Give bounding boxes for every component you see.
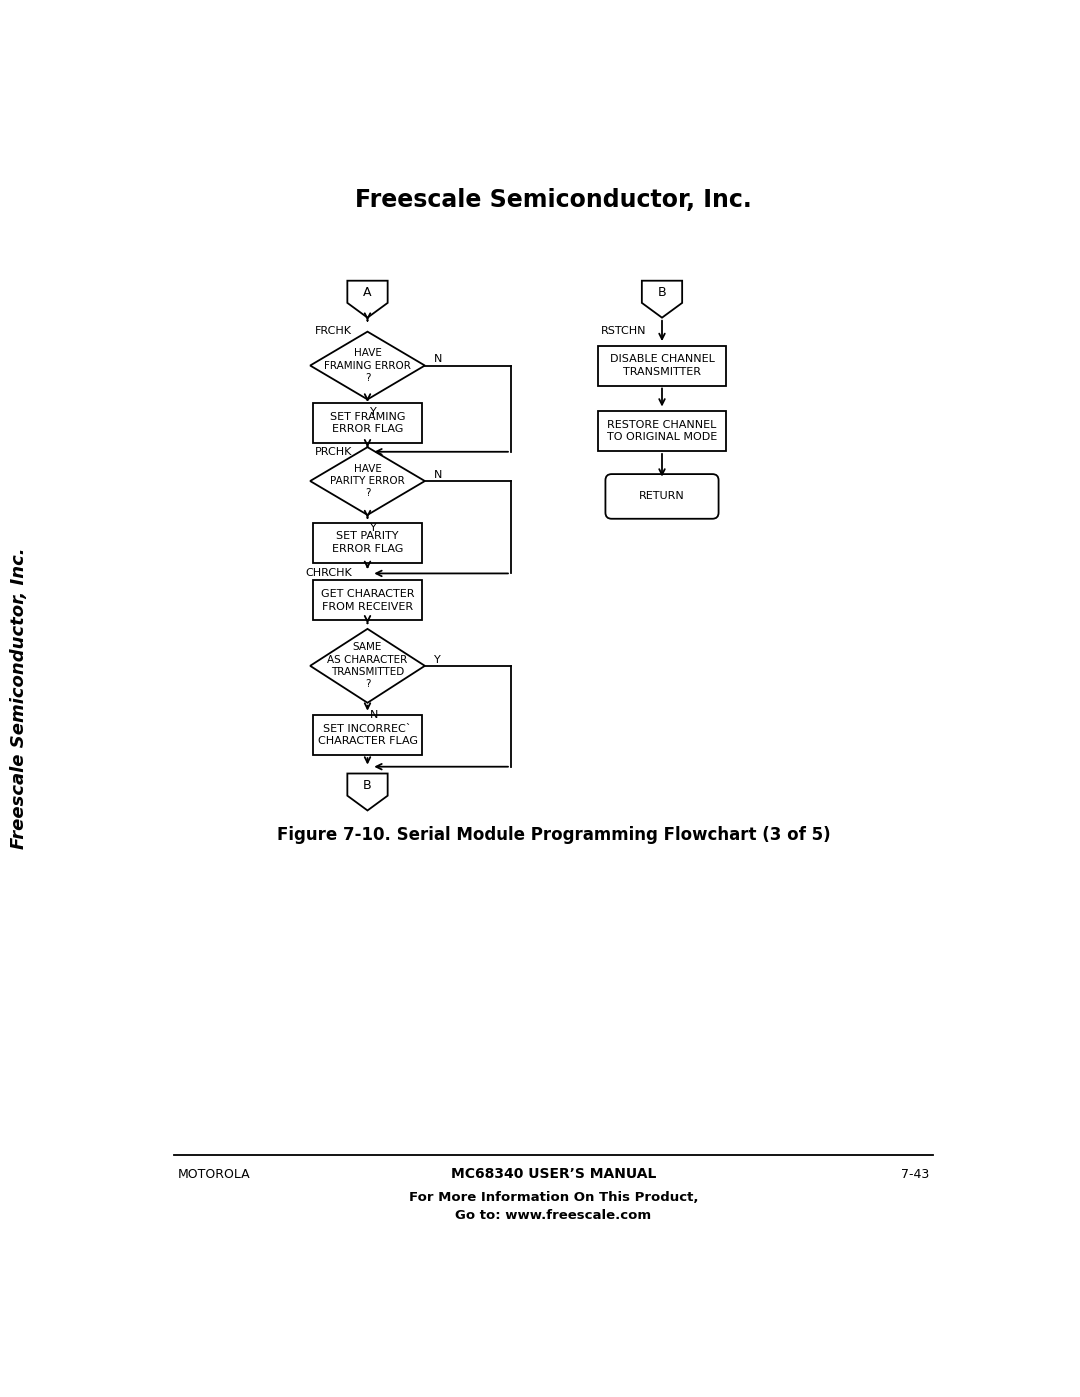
Text: DISABLE CHANNEL
TRANSMITTER: DISABLE CHANNEL TRANSMITTER bbox=[609, 355, 715, 377]
Text: N: N bbox=[434, 355, 443, 365]
Text: For More Information On This Product,
Go to: www.freescale.com: For More Information On This Product, Go… bbox=[408, 1190, 699, 1222]
Text: Freescale Semiconductor, Inc.: Freescale Semiconductor, Inc. bbox=[355, 189, 752, 212]
Text: Y: Y bbox=[370, 522, 377, 532]
Text: B: B bbox=[658, 286, 666, 299]
Bar bbox=[313, 522, 422, 563]
Text: FRCHK: FRCHK bbox=[315, 326, 352, 335]
Text: N: N bbox=[434, 469, 443, 481]
Text: RSTCHN: RSTCHN bbox=[600, 326, 647, 335]
Bar bbox=[598, 345, 726, 386]
Text: GET CHARACTER
FROM RECEIVER: GET CHARACTER FROM RECEIVER bbox=[321, 590, 415, 612]
Text: RETURN: RETURN bbox=[639, 492, 685, 502]
Text: Freescale Semiconductor, Inc.: Freescale Semiconductor, Inc. bbox=[11, 548, 28, 849]
Text: Figure 7-10. Serial Module Programming Flowchart (3 of 5): Figure 7-10. Serial Module Programming F… bbox=[276, 826, 831, 844]
Bar bbox=[313, 580, 422, 620]
Text: PRCHK: PRCHK bbox=[314, 447, 352, 457]
Bar bbox=[313, 715, 422, 756]
Text: B: B bbox=[363, 780, 372, 792]
Text: MOTOROLA: MOTOROLA bbox=[177, 1168, 251, 1180]
Text: SET INCORREC`
CHARACTER FLAG: SET INCORREC` CHARACTER FLAG bbox=[318, 724, 418, 746]
Bar bbox=[313, 404, 422, 443]
Text: MC68340 USER’S MANUAL: MC68340 USER’S MANUAL bbox=[450, 1166, 657, 1180]
Text: N: N bbox=[369, 711, 378, 721]
Text: Y: Y bbox=[370, 407, 377, 418]
Text: SET PARITY
ERROR FLAG: SET PARITY ERROR FLAG bbox=[332, 531, 403, 553]
Bar bbox=[598, 411, 726, 451]
Text: SAME
AS CHARACTER
TRANSMITTED
?: SAME AS CHARACTER TRANSMITTED ? bbox=[327, 643, 407, 690]
Text: A: A bbox=[363, 286, 372, 299]
Text: SET FRAMING
ERROR FLAG: SET FRAMING ERROR FLAG bbox=[329, 412, 405, 434]
Text: HAVE
FRAMING ERROR
?: HAVE FRAMING ERROR ? bbox=[324, 348, 410, 383]
Text: RESTORE CHANNEL
TO ORIGINAL MODE: RESTORE CHANNEL TO ORIGINAL MODE bbox=[607, 419, 717, 443]
Text: HAVE
PARITY ERROR
?: HAVE PARITY ERROR ? bbox=[330, 464, 405, 499]
Text: 7-43: 7-43 bbox=[901, 1168, 930, 1180]
Text: CHRCHK: CHRCHK bbox=[306, 569, 352, 578]
Text: Y: Y bbox=[434, 655, 441, 665]
